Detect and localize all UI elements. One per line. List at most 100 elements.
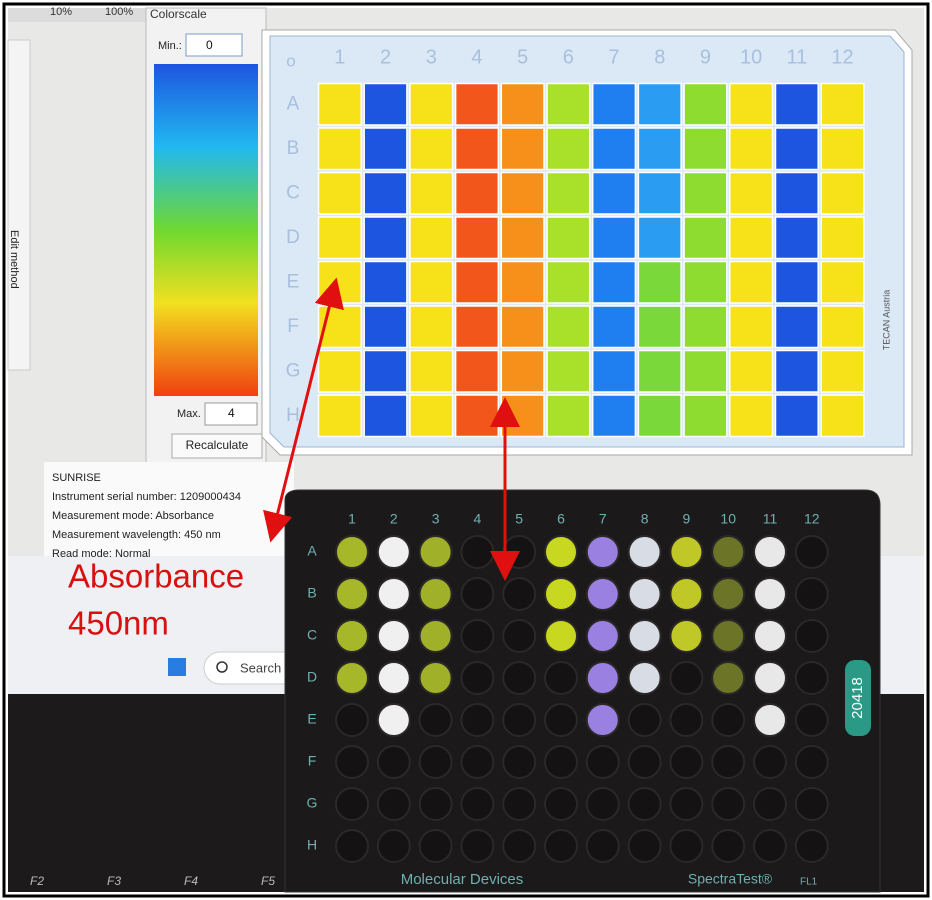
well: [774, 82, 819, 126]
annotation-line: 450nm: [68, 605, 169, 642]
info-line: Instrument serial number: 1209000434: [52, 491, 241, 503]
well: [729, 82, 774, 126]
well: [454, 82, 500, 126]
plate-well: [418, 577, 453, 611]
search-label[interactable]: Search: [240, 660, 281, 675]
well: [363, 305, 408, 349]
well: [500, 82, 545, 126]
well: [317, 82, 362, 126]
column-label: 9: [700, 46, 711, 68]
row-label: B: [287, 138, 300, 159]
plate-well: [376, 703, 411, 737]
well: [500, 260, 545, 304]
side-tab[interactable]: [7, 39, 31, 371]
row-label: H: [286, 405, 300, 426]
plate-well: [376, 829, 411, 863]
plate-well: [460, 745, 495, 779]
plate-well: [585, 829, 620, 863]
plate-well: [669, 661, 704, 695]
plate-well: [627, 577, 662, 611]
row-label: D: [286, 227, 300, 248]
plate-well: [711, 661, 746, 695]
well: [500, 127, 545, 171]
start-icon[interactable]: [168, 658, 186, 676]
plate-well: [627, 787, 662, 821]
row-label: F: [287, 316, 299, 337]
recalculate-label[interactable]: Recalculate: [186, 438, 249, 452]
well: [317, 349, 362, 393]
function-key: F2: [30, 874, 44, 888]
plate-column-label: 9: [683, 511, 691, 527]
arrows: [263, 277, 520, 581]
well: [500, 305, 545, 349]
plate-well: [502, 745, 537, 779]
well: [500, 171, 545, 215]
well: [591, 349, 637, 393]
plate-well: [669, 787, 704, 821]
model: SpectraTest®: [688, 871, 773, 887]
well: [546, 260, 591, 304]
row-label: E: [287, 271, 300, 292]
plate-row-label: C: [307, 627, 317, 643]
plate-well: [669, 619, 704, 653]
plate-well: [794, 535, 829, 569]
plate-column-label: 2: [390, 511, 398, 527]
plate-well: [544, 829, 578, 863]
zoom-option[interactable]: 10%: [50, 6, 72, 18]
plate-well: [669, 577, 704, 611]
plate-well: [460, 661, 495, 695]
well: [454, 171, 500, 215]
corner-label: o: [286, 51, 295, 70]
min-value[interactable]: 0: [206, 38, 213, 52]
plate-well: [627, 619, 662, 653]
min-input[interactable]: [185, 33, 243, 57]
well: [546, 349, 591, 393]
plate-well: [794, 745, 829, 779]
recalculate-button[interactable]: [171, 433, 263, 459]
function-key: F3: [107, 874, 121, 888]
well: [820, 82, 865, 126]
plate-well: [418, 703, 453, 737]
plate-well: [711, 577, 746, 611]
plate-column-label: 6: [557, 511, 565, 527]
well: [820, 216, 865, 260]
well: [546, 305, 591, 349]
plate-well: [502, 661, 537, 695]
plate-well: [335, 535, 369, 569]
well: [637, 305, 682, 349]
plate-row-label: B: [307, 585, 316, 601]
well: [454, 394, 500, 438]
plate-well: [544, 661, 578, 695]
max-value[interactable]: 4: [228, 406, 235, 420]
plate-well: [627, 661, 662, 695]
plate-well: [711, 787, 746, 821]
well: [317, 216, 362, 260]
well: [637, 260, 682, 304]
well: [409, 394, 454, 438]
plate-well: [794, 787, 829, 821]
brand: Molecular Devices: [401, 871, 524, 888]
plate-well: [627, 703, 662, 737]
well: [591, 171, 637, 215]
side-tab-label[interactable]: Edit method: [8, 230, 20, 289]
plate-well: [502, 787, 537, 821]
plate-row-label: A: [307, 543, 317, 559]
plate-well: [711, 745, 746, 779]
well: [317, 260, 362, 304]
plate-column-label: 8: [641, 511, 649, 527]
max-label: Max.: [177, 408, 201, 420]
plate-row-label: D: [307, 669, 317, 685]
plate-well: [585, 535, 620, 569]
well: [729, 260, 774, 304]
zoom-option[interactable]: 100%: [105, 6, 133, 18]
well: [774, 171, 819, 215]
row-label: C: [286, 182, 300, 203]
plate-well: [335, 577, 369, 611]
well: [774, 216, 819, 260]
well: [683, 394, 728, 438]
max-input[interactable]: [204, 402, 258, 426]
well: [774, 127, 819, 171]
plate-well: [335, 661, 369, 695]
plate-well: [753, 535, 787, 569]
well: [683, 305, 728, 349]
